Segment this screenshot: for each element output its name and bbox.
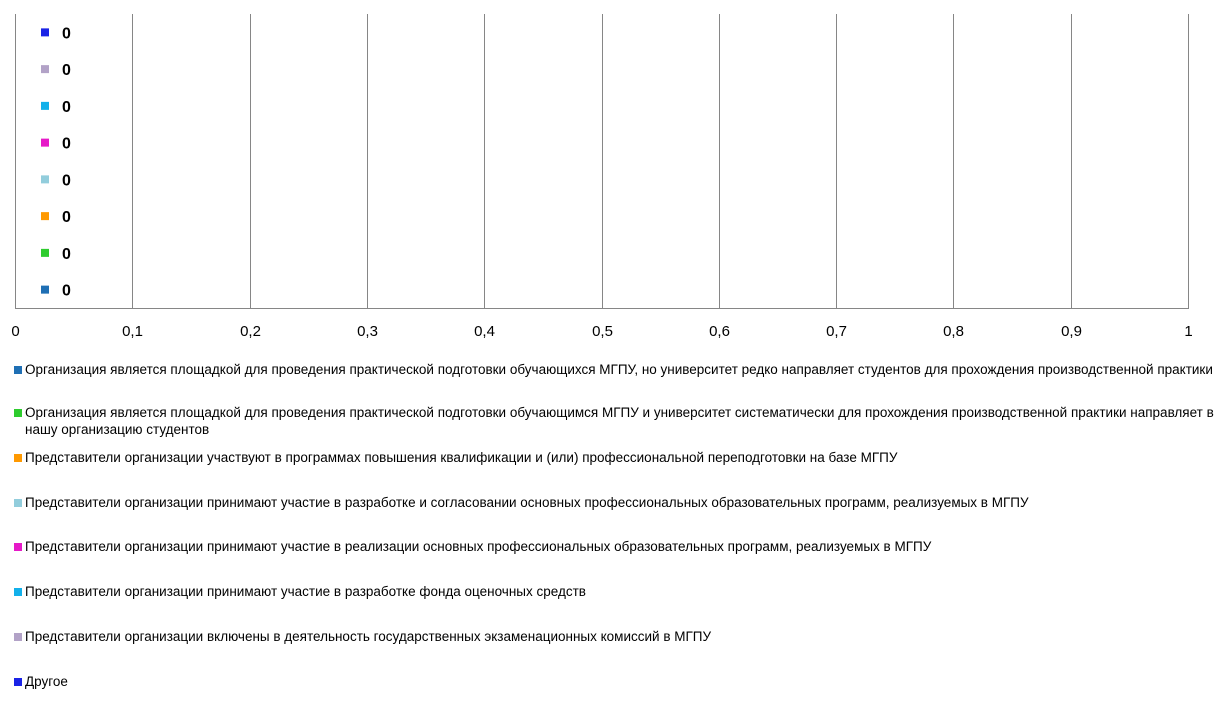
legend-label: Представители организации принимают учас… — [25, 495, 1029, 510]
data-label-marker — [41, 175, 49, 184]
x-tick-label: 0,5 — [592, 323, 613, 340]
data-label-marker — [41, 101, 49, 110]
data-label-marker — [41, 285, 49, 294]
data-label-marker — [41, 248, 49, 257]
legend-item: Организация является площадкой для прове… — [14, 404, 1214, 438]
legend-swatch — [14, 366, 22, 374]
legend-item: Представители организации принимают учас… — [14, 538, 1214, 555]
data-label: 0 — [62, 62, 71, 79]
data-label-marker — [41, 212, 49, 221]
x-tick-label: 0 — [11, 323, 19, 340]
legend-swatch — [14, 409, 22, 417]
legend-item: Представители организации принимают учас… — [14, 583, 1214, 600]
data-label-marker — [41, 65, 49, 74]
x-tick-label: 0,4 — [474, 323, 495, 340]
gridlines — [15, 14, 1189, 309]
legend-item: Представители организации участвуют в пр… — [14, 449, 1214, 466]
data-label-marker — [41, 28, 49, 37]
x-tick-label: 0,3 — [357, 323, 378, 340]
data-label-marker — [41, 138, 49, 147]
x-tick-label: 0,7 — [826, 323, 847, 340]
legend-label: Организация является площадкой для прове… — [25, 362, 1213, 377]
data-label: 0 — [62, 99, 71, 116]
x-tick-label: 0,6 — [709, 323, 730, 340]
x-tick-labels: 0 0,1 0,2 0,3 0,4 0,5 0,6 0,7 0,8 0,9 1 — [11, 323, 1192, 340]
x-tick-label: 0,2 — [240, 323, 261, 340]
x-tick-label: 1 — [1184, 323, 1192, 340]
legend-item: Организация является площадкой для прове… — [14, 361, 1214, 378]
legend-label: Представители организации принимают учас… — [25, 539, 932, 554]
x-tick-label: 0,9 — [1061, 323, 1082, 340]
legend-item: Представители организации включены в дея… — [14, 628, 1214, 645]
legend-item: Другое — [14, 673, 1214, 690]
legend-label: Организация является площадкой для прове… — [25, 405, 1214, 437]
legend-swatch — [14, 588, 22, 596]
chart: 0 0 0 0 0 0 0 0 0 0,1 0,2 0,3 0,4 0,5 0,6 0,7 0,8 0,9 1 — [11, 14, 1193, 340]
legend-label: Представители организации принимают учас… — [25, 584, 586, 599]
data-label: 0 — [62, 25, 71, 42]
legend-label: Другое — [25, 674, 68, 689]
legend-item: Представители организации принимают учас… — [14, 494, 1214, 511]
x-tick-label: 0,8 — [943, 323, 964, 340]
data-label: 0 — [62, 209, 71, 226]
legend-swatch — [14, 543, 22, 551]
data-label: 0 — [62, 246, 71, 263]
legend-swatch — [14, 633, 22, 641]
legend-label: Представители организации включены в дея… — [25, 629, 712, 644]
legend-label: Представители организации участвуют в пр… — [25, 450, 898, 465]
data-label: 0 — [62, 136, 71, 153]
legend-swatch — [14, 499, 22, 507]
data-label: 0 — [62, 172, 71, 189]
bars: 0 0 0 0 0 0 0 0 — [41, 25, 71, 300]
data-label: 0 — [62, 283, 71, 300]
legend-swatch — [14, 678, 22, 686]
legend-swatch — [14, 454, 22, 462]
x-tick-label: 0,1 — [122, 323, 143, 340]
